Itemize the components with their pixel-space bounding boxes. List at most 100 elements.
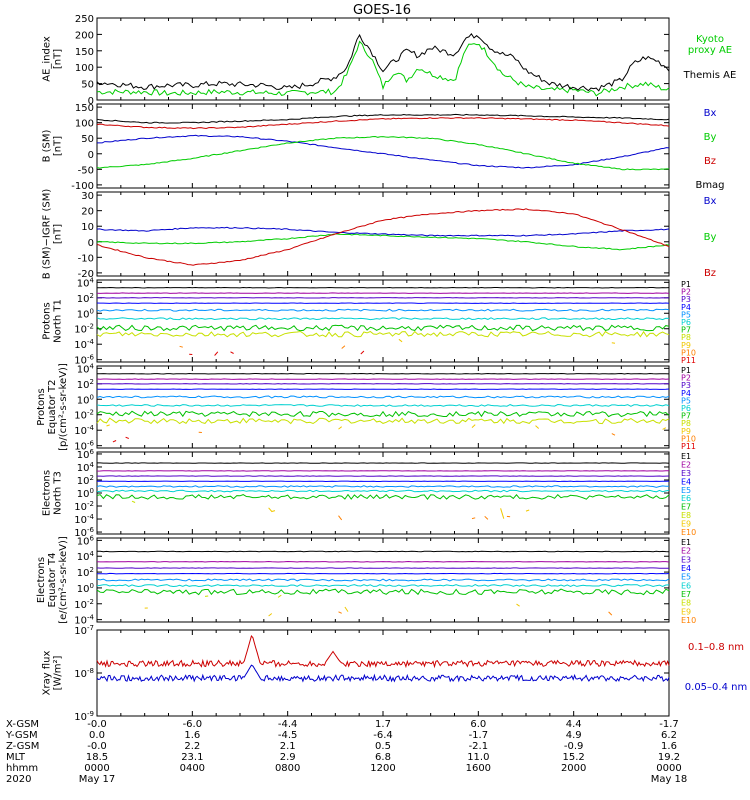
y-axis-label: [p/(cm²-s-sr-keV)] xyxy=(58,363,69,451)
y-axis-label: [nT] xyxy=(53,136,64,156)
y-tick-label: 102 xyxy=(77,378,94,391)
y-tick-label: 10-8 xyxy=(74,667,94,680)
x-axis-value: 1600 xyxy=(466,763,491,774)
legend-entry: P5 xyxy=(681,396,691,405)
channel-line-e6 xyxy=(96,489,670,493)
channel-line-e8 xyxy=(132,501,663,503)
panel-frame xyxy=(96,279,670,363)
y-tick-label: -100 xyxy=(71,181,94,192)
channel-line-p9 xyxy=(106,424,667,430)
y-tick-label: 10-7 xyxy=(74,624,94,637)
legend-entry: E4 xyxy=(681,564,691,573)
x-axis-value: 0000 xyxy=(84,763,109,774)
legend-entry: P4 xyxy=(681,389,691,398)
series-line-bmag xyxy=(96,113,670,124)
y-axis-label: Equator T2 xyxy=(47,380,58,435)
legend-entry: P2 xyxy=(681,288,691,297)
x-axis-value: 23.1 xyxy=(181,752,203,763)
y-tick-label: 0 xyxy=(88,96,94,107)
x-axis-value: 1.6 xyxy=(184,730,200,741)
legend-entry: 0.05–0.4 nm xyxy=(685,682,747,693)
x-axis-row-label: Z-GSM xyxy=(6,741,39,752)
y-axis-label: Xray flux xyxy=(42,651,53,696)
y-axis-label: Protons xyxy=(36,388,47,425)
x-axis-value: 6.0 xyxy=(470,719,486,730)
panel-frame xyxy=(96,629,670,717)
x-axis-value: -6.4 xyxy=(373,730,393,741)
channel-line-e9 xyxy=(145,604,634,616)
y-tick-label: 102 xyxy=(77,292,94,305)
legend-entry: P8 xyxy=(681,419,691,428)
legend-entry: E3 xyxy=(681,469,691,478)
x-axis-value: 1200 xyxy=(370,763,395,774)
x-axis-value: -2.1 xyxy=(469,741,489,752)
x-axis-value: 0.0 xyxy=(89,730,105,741)
legend-entry: E4 xyxy=(681,477,691,486)
legend-entry: E8 xyxy=(681,511,691,520)
panel-bsm: -100 -50 0 50 100 150 B (SM) [nT] Bx By Bz Bmag xyxy=(42,103,725,192)
x-axis-value: -1.7 xyxy=(469,730,489,741)
channel-line-p1 xyxy=(96,286,670,289)
y-tick-label: 10-4 xyxy=(74,338,94,351)
y-tick-label: 10-4 xyxy=(74,513,94,526)
y-tick-label: 10-2 xyxy=(74,598,94,611)
x-axis-value: -6.0 xyxy=(183,719,203,730)
y-tick-label: 10 xyxy=(81,222,94,233)
y-tick-label: 20 xyxy=(81,207,94,218)
x-axis-value: 4.9 xyxy=(566,730,582,741)
x-axis-value: 0400 xyxy=(180,763,205,774)
y-axis-label: [nT] xyxy=(53,224,64,244)
x-axis-value: 19.2 xyxy=(658,752,680,763)
legend-entry: P6 xyxy=(681,404,691,413)
y-axis-label: Equator T4 xyxy=(47,553,58,608)
x-axis-value: 18.5 xyxy=(86,752,108,763)
channel-line-p1 xyxy=(96,372,670,375)
legend-entry: P8 xyxy=(681,333,691,342)
legend-entry: E5 xyxy=(681,486,691,495)
legend-entry: Themis AE xyxy=(683,70,737,81)
x-axis-value: 11.0 xyxy=(467,752,489,763)
y-axis-label: Electrons xyxy=(36,557,47,603)
y-axis-label: North T3 xyxy=(53,471,64,515)
y-tick-label: -50 xyxy=(78,165,94,176)
legend-entry: P9 xyxy=(681,427,691,436)
panel-bigrf: -20 -10 0 10 20 30 B (SM)−IGRF (SM) [nT] Bx By Bz xyxy=(42,189,717,280)
channel-line-p6 xyxy=(96,317,670,321)
x-axis-value: 0800 xyxy=(275,763,300,774)
legend-entry: E9 xyxy=(681,520,691,529)
legend-entry: P1 xyxy=(681,366,691,375)
channel-line-p7 xyxy=(96,324,670,332)
channel-line-e2 xyxy=(96,560,670,563)
legend-entry: E10 xyxy=(681,616,696,625)
series-line-by xyxy=(96,233,670,251)
channel-line-p9 xyxy=(399,339,637,343)
y-tick-label: 104 xyxy=(77,276,95,289)
channel-line-e10 xyxy=(339,516,631,520)
channel-line-p5 xyxy=(96,308,670,312)
legend-entry: E8 xyxy=(681,599,691,608)
y-tick-label: 102 xyxy=(77,474,94,487)
channel-line-e8 xyxy=(205,595,666,597)
y-tick-label: 104 xyxy=(77,461,95,474)
x-axis-value: 4.4 xyxy=(566,719,582,730)
channel-line-e1 xyxy=(97,550,670,553)
x-axis-value: -1.7 xyxy=(659,719,679,730)
legend-entry: P11 xyxy=(681,356,696,365)
legend-entry: E10 xyxy=(681,528,696,537)
channel-line-p11 xyxy=(189,351,659,356)
legend-entry: E3 xyxy=(681,555,691,564)
legend-entry: Bmag xyxy=(695,180,724,191)
y-axis-label: [e/(cm²-s-sr-keV)] xyxy=(58,536,69,624)
legend-entry: By xyxy=(704,132,717,143)
x-axis-value: 6.8 xyxy=(375,752,391,763)
x-axis-value: 0.5 xyxy=(375,741,391,752)
x-axis-table: X-GSM -0.0 -6.0 -4.4 1.7 6.0 4.4 -1.7 Y-GSM 0.0 1.… xyxy=(5,719,687,785)
x-axis-value: 2.9 xyxy=(280,752,296,763)
y-tick-label: 200 xyxy=(75,30,94,41)
y-tick-label: 0 xyxy=(88,150,94,161)
y-tick-label: 30 xyxy=(81,191,94,202)
